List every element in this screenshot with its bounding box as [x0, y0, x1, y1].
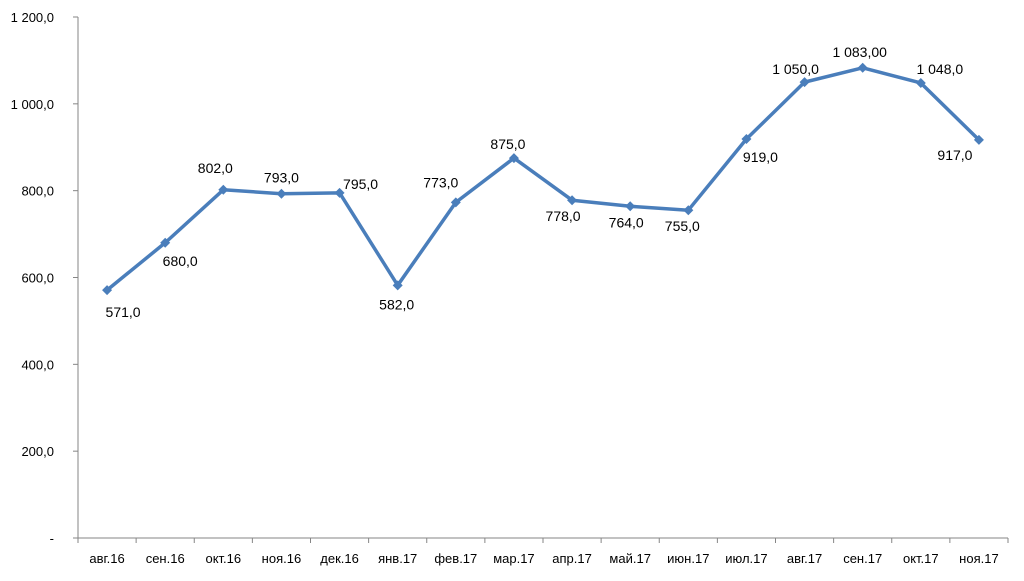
data-point-marker — [508, 153, 519, 164]
x-tick-label: сен.16 — [146, 551, 185, 566]
y-axis-ticks: - 200,0 400,0 600,0 800,0 1 000,0 1 200,0 — [11, 10, 78, 546]
x-tick-label: июн.17 — [667, 551, 709, 566]
x-tick-label: ноя.17 — [959, 551, 999, 566]
y-tick-label: 1 000,0 — [11, 97, 54, 112]
data-label: 875,0 — [490, 136, 525, 152]
x-tick-label: авг.17 — [787, 551, 822, 566]
y-tick-label: 1 200,0 — [11, 10, 54, 25]
data-label: 795,0 — [343, 176, 378, 192]
x-tick-label: сен.17 — [843, 551, 882, 566]
data-label: 1 050,0 — [772, 61, 819, 77]
data-point-marker — [102, 285, 113, 296]
data-point-marker — [741, 134, 752, 145]
data-label: 1 048,0 — [916, 61, 963, 77]
data-point-marker — [857, 62, 868, 73]
data-point-marker — [160, 237, 171, 248]
data-point-marker — [218, 184, 229, 195]
data-point-marker — [625, 201, 636, 212]
series-line — [105, 66, 981, 292]
x-tick-label: апр.17 — [552, 551, 592, 566]
data-label: 773,0 — [423, 174, 458, 190]
data-point-marker — [567, 195, 578, 206]
data-label: 778,0 — [546, 208, 581, 224]
data-point-marker — [334, 187, 345, 198]
x-tick-label: май.17 — [609, 551, 651, 566]
axes — [77, 17, 1008, 539]
data-label: 802,0 — [198, 160, 233, 176]
data-label: 764,0 — [609, 214, 644, 230]
y-tick-label: 800,0 — [21, 184, 54, 199]
data-label: 680,0 — [163, 253, 198, 269]
data-point-marker — [683, 205, 694, 216]
x-tick-label: окт.17 — [903, 551, 939, 566]
x-tick-label: ноя.16 — [262, 551, 302, 566]
y-tick-label: 200,0 — [21, 444, 54, 459]
x-axis-ticks: авг.16 сен.16 окт.16 ноя.16 дек.16 янв.17 фев.… — [77, 538, 1009, 566]
data-label: 1 083,00 — [832, 44, 887, 60]
data-point-marker — [973, 134, 984, 145]
y-tick-label: - — [50, 531, 54, 546]
data-label: 571,0 — [106, 304, 141, 320]
data-label: 919,0 — [743, 149, 778, 165]
data-point-marker — [915, 77, 926, 88]
x-tick-label: авг.16 — [89, 551, 124, 566]
data-label: 755,0 — [665, 218, 700, 234]
x-tick-label: янв.17 — [378, 551, 417, 566]
data-point-marker — [276, 188, 287, 199]
data-labels: 571,0 680,0 802,0 793,0 795,0 582,0 773,0 875,0… — [106, 44, 973, 320]
data-label: 793,0 — [264, 170, 299, 186]
x-tick-label: фев.17 — [434, 551, 477, 566]
data-point-marker — [392, 280, 403, 291]
data-point-marker — [450, 197, 461, 208]
x-tick-label: мар.17 — [493, 551, 534, 566]
y-tick-label: 600,0 — [21, 271, 54, 286]
x-tick-label: окт.16 — [205, 551, 241, 566]
x-tick-label: дек.16 — [320, 551, 359, 566]
data-point-marker — [799, 77, 810, 88]
data-label: 917,0 — [937, 147, 972, 163]
y-tick-label: 400,0 — [21, 357, 54, 372]
series-group — [102, 62, 984, 296]
data-label: 582,0 — [379, 296, 414, 312]
x-tick-label: июл.17 — [725, 551, 767, 566]
